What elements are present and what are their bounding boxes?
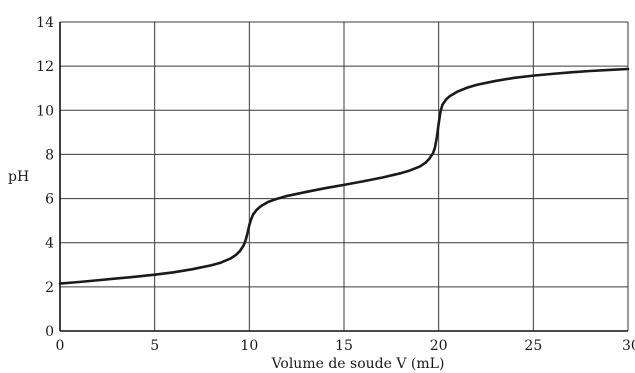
x-tick-label: 20	[430, 338, 448, 354]
series	[58, 67, 630, 285]
y-tick-label: 14	[36, 15, 54, 31]
y-tick-label: 8	[45, 147, 54, 163]
series-line-ph	[58, 67, 630, 285]
y-tick-label: 4	[45, 236, 54, 252]
axes	[59, 22, 628, 332]
y-tick-label: 10	[36, 103, 54, 119]
y-tick-label: 2	[45, 280, 54, 296]
grid	[60, 21, 629, 331]
x-tick-label: 0	[56, 338, 65, 354]
y-tick-label: 0	[45, 324, 54, 340]
x-tick-labels: 0 5 10 15 20 25 30	[56, 338, 635, 354]
y-axis-title: pH	[8, 169, 29, 185]
x-tick-label: 25	[524, 338, 542, 354]
x-tick-label: 30	[622, 338, 635, 354]
x-axis-title: Volume de soude V (mL)	[271, 356, 445, 372]
y-tick-label: 12	[36, 59, 54, 75]
y-tick-labels: 0 2 4 6 8 10 12 14	[36, 15, 54, 340]
x-tick-label: 5	[150, 338, 159, 354]
x-tick-label: 15	[335, 338, 353, 354]
y-tick-label: 6	[45, 192, 54, 208]
x-tick-label: 10	[240, 338, 258, 354]
